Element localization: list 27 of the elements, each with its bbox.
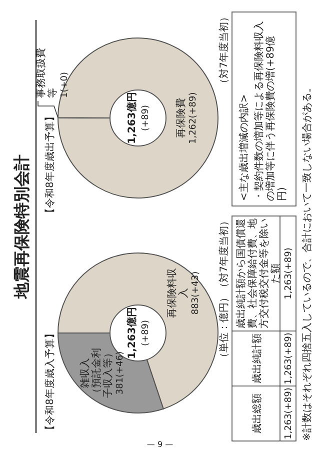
text: 1,263(+89) xyxy=(284,332,294,384)
slice-label: 再保険料収入 xyxy=(166,268,190,318)
text: (+89) xyxy=(141,104,151,132)
text: 1,263(+89) xyxy=(284,388,294,440)
data-label: 1,262(+89) xyxy=(188,92,199,144)
text: ※計数はそれぞれ四捨五入しているので、合計において一致しない場合がある。 xyxy=(301,82,313,441)
data-label: 381(+46) xyxy=(116,351,126,395)
slice-label: 再保険費 xyxy=(175,98,188,138)
text: 歳出純計額 xyxy=(251,334,263,384)
data-label: 883(+43) xyxy=(191,271,201,315)
chart-title: 地震再保険特別会計 xyxy=(12,154,31,300)
text: (+89) xyxy=(141,320,151,346)
data-label: 1(+0) xyxy=(60,72,70,98)
text: （単位：億円）（対7年度当初） xyxy=(218,216,230,362)
text: 1,263億円 xyxy=(126,92,138,144)
text: 【令和8年度歳出予算】 xyxy=(44,112,56,218)
slice-label: 事務取扱費等 xyxy=(35,48,58,98)
text: 【令和8年度歳入予算】 xyxy=(44,328,56,435)
text: 1,263(+89) xyxy=(284,248,294,300)
text: — 9 — xyxy=(146,440,174,449)
slice-label: 雑収入（預託金利子収入等） xyxy=(79,348,114,398)
text: 歳出総額 xyxy=(251,394,263,434)
text: 歳出純計額から国債償還費、社会保障給付費、地方交付税交付金等を除いた額 xyxy=(235,218,282,328)
text: 1,263億円 xyxy=(126,307,138,359)
text: ・契約件数の増加等による再保険料収入の増加等に伴う再保険費の増(+89億円) xyxy=(253,21,288,201)
text: <主な歳出増減の内訳> xyxy=(238,94,250,201)
text: （対7年度当初） xyxy=(218,12,230,88)
